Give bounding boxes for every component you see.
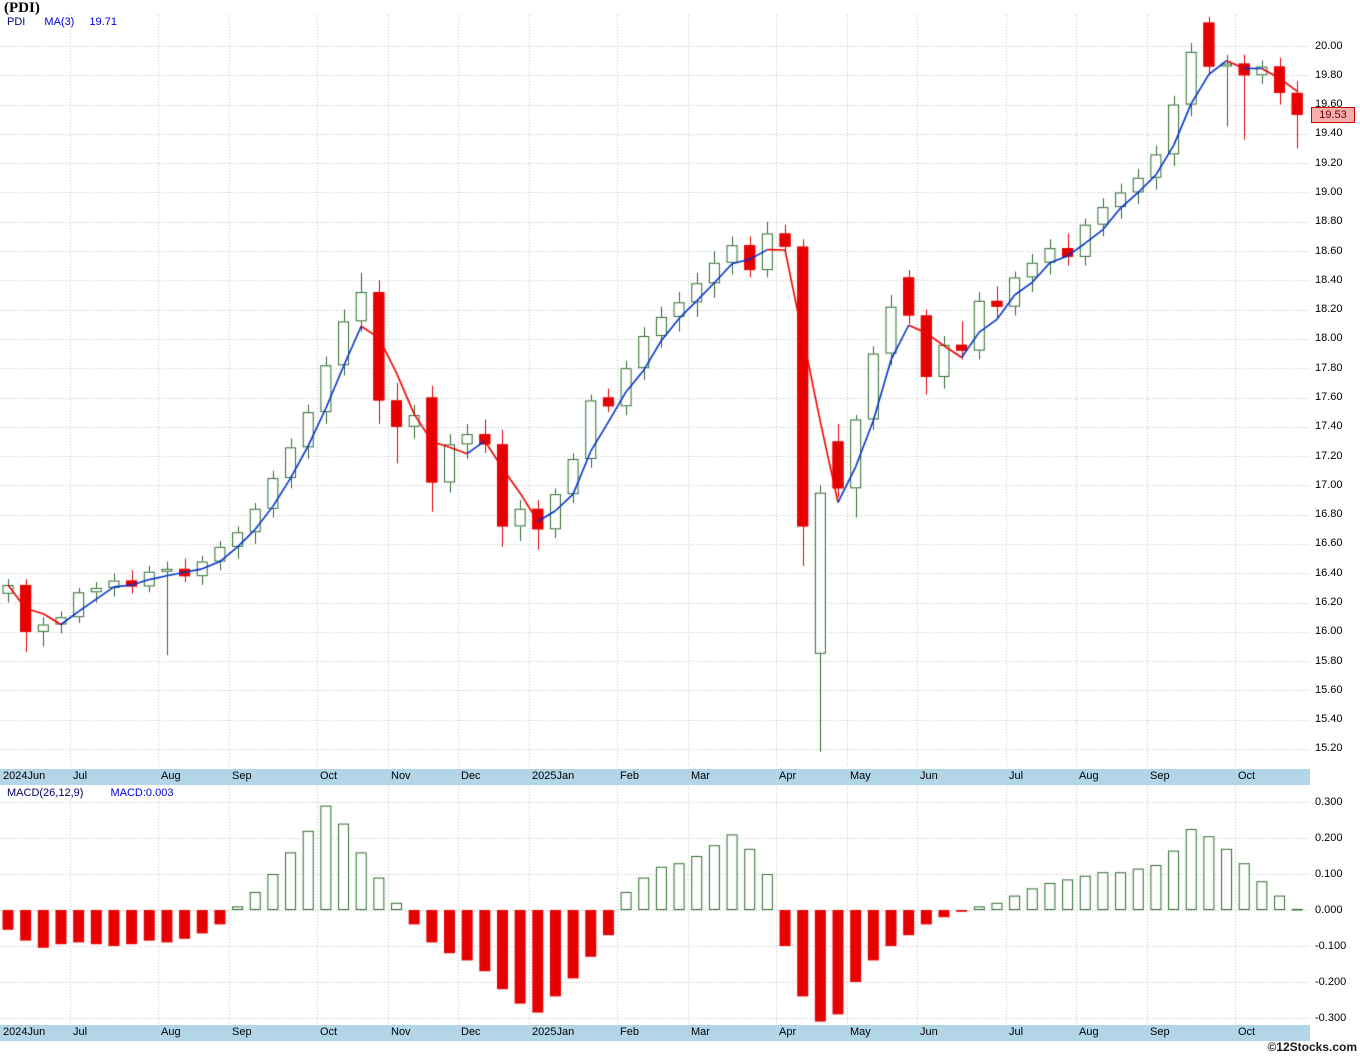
last-price-tag: 19.53 xyxy=(1311,107,1355,123)
price-tick-label: 17.00 xyxy=(1315,479,1343,491)
price-tick-label: 16.00 xyxy=(1315,625,1343,637)
price-tick-label: 15.40 xyxy=(1315,713,1343,725)
macd-tick-label: 0.200 xyxy=(1315,832,1343,844)
price-tick-label: 18.80 xyxy=(1315,215,1343,227)
price-tick-label: 19.40 xyxy=(1315,127,1343,139)
price-tick-label: 18.00 xyxy=(1315,332,1343,344)
price-tick-label: 16.40 xyxy=(1315,567,1343,579)
price-tick-label: 17.40 xyxy=(1315,420,1343,432)
price-tick-label: 18.60 xyxy=(1315,245,1343,257)
price-tick-label: 19.00 xyxy=(1315,186,1343,198)
price-tick-label: 15.60 xyxy=(1315,684,1343,696)
price-tick-label: 17.80 xyxy=(1315,362,1343,374)
price-tick-label: 16.80 xyxy=(1315,508,1343,520)
price-tick-label: 17.60 xyxy=(1315,391,1343,403)
price-tick-label: 19.20 xyxy=(1315,157,1343,169)
price-tick-label: 15.80 xyxy=(1315,655,1343,667)
price-tick-label: 16.20 xyxy=(1315,596,1343,608)
copyright-label: ©12Stocks.com xyxy=(1267,1040,1357,1054)
macd-tick-label: 0.100 xyxy=(1315,868,1343,880)
price-tick-label: 16.60 xyxy=(1315,537,1343,549)
macd-tick-label: -0.300 xyxy=(1315,1012,1347,1024)
macd-tick-label: -0.200 xyxy=(1315,976,1347,988)
macd-tick-label: 0.000 xyxy=(1315,904,1343,916)
price-tick-label: 15.20 xyxy=(1315,742,1343,754)
macd-tick-label: 0.300 xyxy=(1315,796,1343,808)
price-tick-label: 18.20 xyxy=(1315,303,1343,315)
price-tick-label: 17.20 xyxy=(1315,450,1343,462)
macd-tick-label: -0.100 xyxy=(1315,940,1347,952)
price-tick-label: 20.00 xyxy=(1315,40,1343,52)
price-tick-label: 18.40 xyxy=(1315,274,1343,286)
price-tick-label: 19.80 xyxy=(1315,69,1343,81)
